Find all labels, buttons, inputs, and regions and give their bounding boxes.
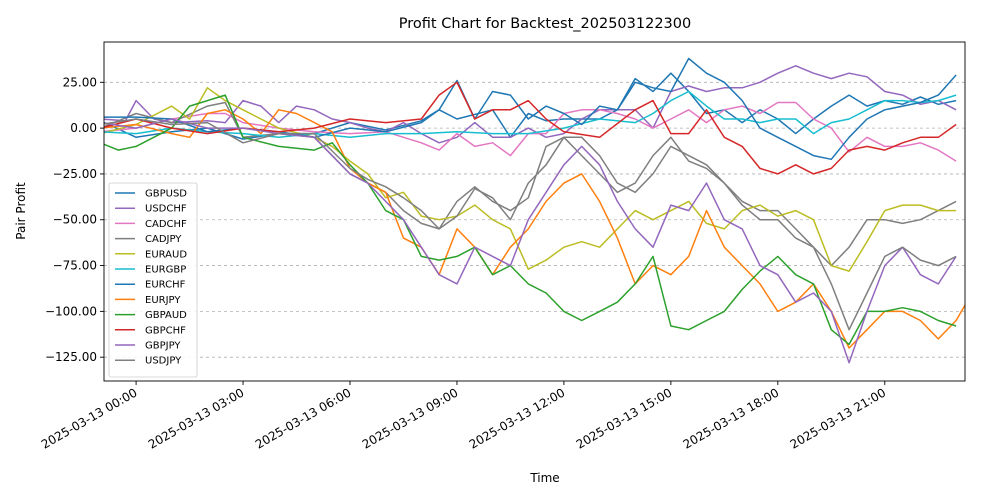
y-tick-label: 25.00 bbox=[63, 75, 97, 89]
chart-title: Profit Chart for Backtest_202503122300 bbox=[399, 16, 691, 32]
series-line-gbpaud bbox=[104, 94, 957, 346]
x-axis-label: Time bbox=[529, 471, 559, 485]
series-line-eurjpy bbox=[104, 109, 965, 349]
legend-label-eurjpy: EURJPY bbox=[145, 295, 181, 306]
legend-label-eurchf: EURCHF bbox=[145, 280, 186, 291]
y-axis-label: Pair Profit bbox=[14, 182, 28, 240]
y-tick-label: −50.00 bbox=[53, 213, 97, 227]
legend-label-cadchf: CADCHF bbox=[145, 219, 187, 230]
legend-label-eurgbp: EURGBP bbox=[145, 265, 186, 276]
plot-area-frame bbox=[103, 41, 966, 382]
legend-label-gbpusd: GBPUSD bbox=[145, 189, 187, 200]
legend-label-gbpaud: GBPAUD bbox=[145, 310, 187, 321]
legend-frame bbox=[108, 182, 198, 378]
y-tick-label: −100.00 bbox=[45, 304, 97, 318]
series-line-gbpchf bbox=[104, 81, 957, 175]
legend-label-gbpjpy: GBPJPY bbox=[145, 341, 181, 352]
legend-label-usdjpy: USDJPY bbox=[145, 356, 182, 367]
legend-label-gbpchf: GBPCHF bbox=[145, 325, 186, 336]
y-axis-ticks: −125.00 −100.00 −75.00 −50.00 −25.00 0.00 25.0… bbox=[45, 75, 104, 364]
y-tick-label: −25.00 bbox=[53, 167, 97, 181]
legend: GBPUSD USDCHF CADCHF CADJPY EURAUD EURGBP EURC… bbox=[108, 182, 198, 378]
y-tick-label: 0.00 bbox=[70, 121, 97, 135]
y-tick-label: −125.00 bbox=[45, 350, 97, 364]
legend-label-cadjpy: CADJPY bbox=[145, 234, 182, 245]
series-line-gbpjpy bbox=[104, 118, 957, 364]
series-line-cadchf bbox=[104, 101, 957, 162]
series-line-usdchf bbox=[104, 65, 957, 144]
legend-label-usdchf: USDCHF bbox=[145, 204, 187, 215]
y-tick-label: −75.00 bbox=[53, 259, 97, 273]
series-line-usdjpy bbox=[104, 118, 957, 331]
series-layer bbox=[104, 57, 965, 364]
legend-label-euraud: EURAUD bbox=[145, 249, 187, 260]
